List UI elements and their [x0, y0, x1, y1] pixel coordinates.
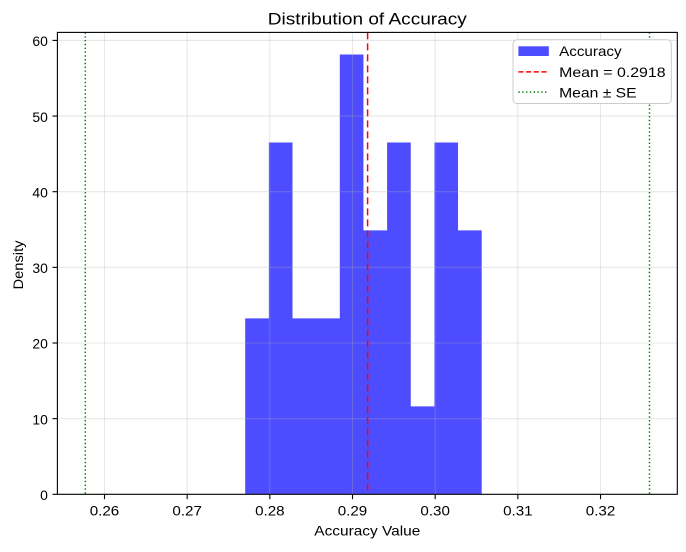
svg-text:10: 10: [32, 411, 48, 427]
svg-text:0.32: 0.32: [586, 502, 616, 518]
svg-text:50: 50: [32, 109, 48, 125]
svg-text:0: 0: [40, 487, 48, 503]
svg-text:0.29: 0.29: [338, 502, 368, 518]
svg-text:0.27: 0.27: [172, 502, 202, 518]
svg-text:Distribution of Accuracy: Distribution of Accuracy: [268, 9, 468, 28]
svg-text:0.26: 0.26: [90, 502, 120, 518]
svg-text:Mean = 0.2918: Mean = 0.2918: [559, 64, 666, 80]
svg-text:0.28: 0.28: [255, 502, 285, 518]
svg-text:Density: Density: [10, 240, 26, 289]
svg-text:Mean ± SE: Mean ± SE: [559, 84, 637, 100]
svg-text:Accuracy Value: Accuracy Value: [314, 522, 420, 538]
svg-text:30: 30: [32, 260, 48, 276]
svg-text:0.31: 0.31: [503, 502, 533, 518]
svg-text:0.30: 0.30: [420, 502, 450, 518]
svg-text:60: 60: [32, 33, 48, 49]
svg-text:40: 40: [32, 184, 48, 200]
svg-text:Accuracy: Accuracy: [559, 43, 622, 59]
svg-text:20: 20: [32, 336, 48, 352]
